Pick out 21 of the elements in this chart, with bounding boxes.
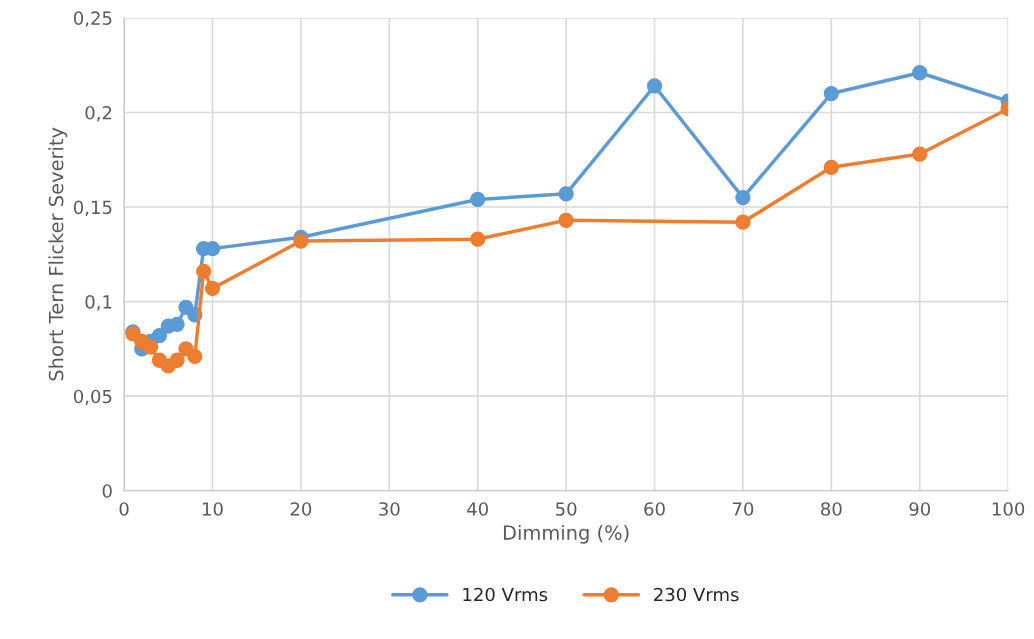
y-tick-label: 0,2 — [85, 105, 112, 122]
x-tick-label: 100 — [992, 502, 1025, 516]
x-tick-label: 80 — [821, 502, 842, 516]
x-tick-label: 0 — [119, 502, 129, 516]
x-axis-title: Dimming (%) — [503, 524, 629, 544]
legend-label: 120 Vrms — [463, 587, 548, 602]
x-tick-label: 40 — [467, 502, 488, 516]
x-tick-label: 60 — [644, 502, 665, 516]
y-tick-label: 0,1 — [85, 295, 112, 311]
y-tick-label: 0 — [102, 484, 112, 498]
legend-label: 230 Vrms — [654, 587, 739, 602]
y-axis-title: Short Tern Flicker Severity — [48, 127, 68, 381]
y-tick-label: 0,05 — [73, 389, 112, 406]
x-tick-label: 70 — [732, 502, 754, 516]
x-tick-label: 20 — [290, 502, 312, 516]
x-tick-label: 10 — [202, 502, 223, 516]
y-tick-label: 0,15 — [73, 200, 112, 216]
x-tick-label: 90 — [909, 502, 931, 516]
x-tick-label: 30 — [379, 502, 400, 516]
x-tick-label: 50 — [556, 502, 577, 516]
y-tick-label: 0,25 — [73, 11, 112, 27]
